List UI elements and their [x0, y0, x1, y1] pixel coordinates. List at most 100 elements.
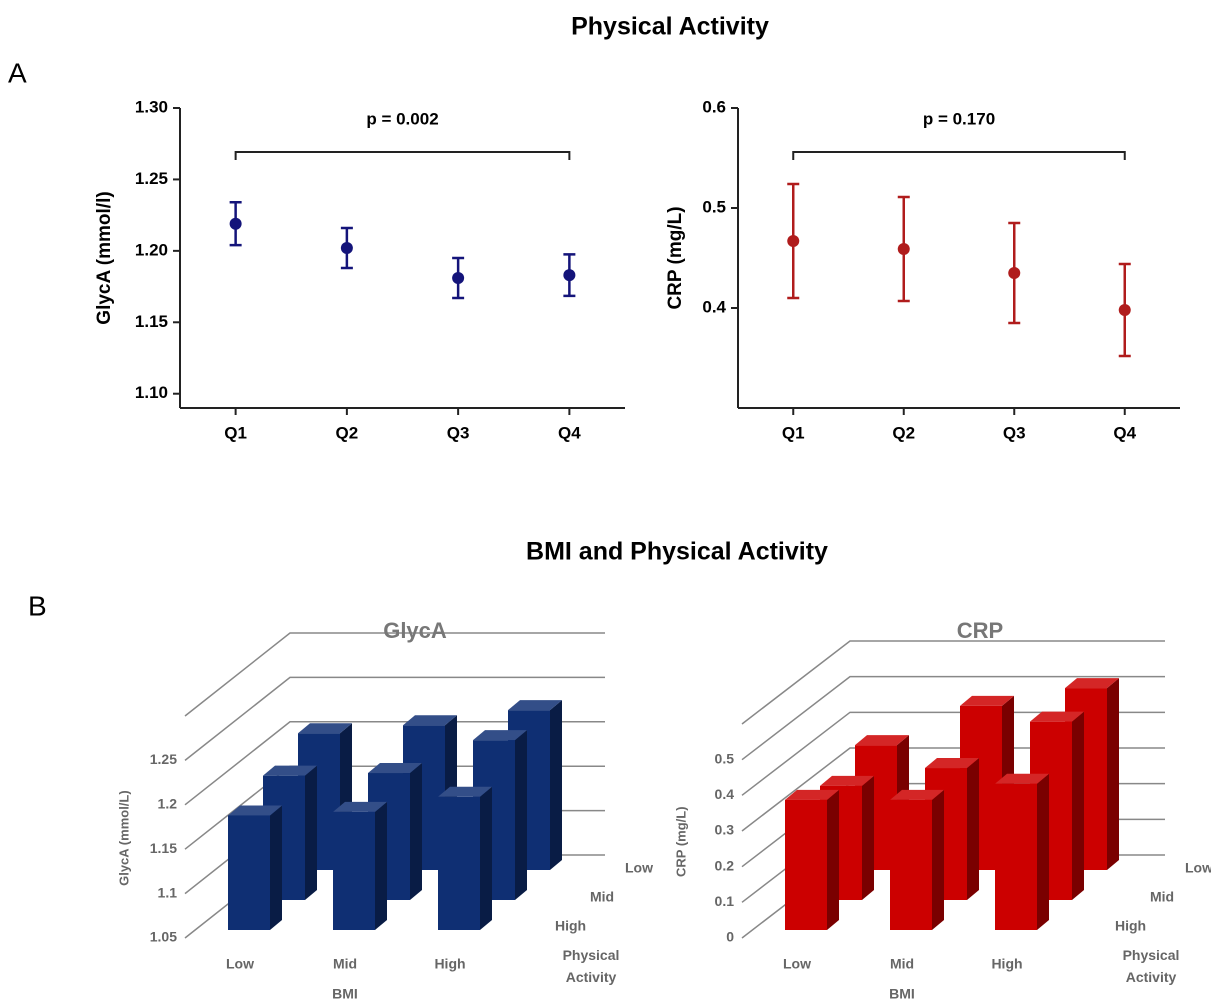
- depth-label: High: [1115, 918, 1146, 934]
- bar: [228, 815, 270, 930]
- bar-top: [925, 758, 979, 769]
- y-axis-label: CRP (mg/L): [673, 806, 688, 877]
- grid-line: [184, 676, 605, 761]
- bar-top: [333, 801, 387, 812]
- bar: [785, 799, 827, 930]
- x-tick-label: High: [434, 956, 465, 972]
- bar-top: [403, 715, 457, 726]
- significance-bracket: [234, 151, 571, 160]
- bar-top: [820, 775, 874, 786]
- bar-top: [855, 735, 909, 746]
- x-tick-label: Low: [226, 956, 254, 972]
- bar-top: [263, 765, 317, 776]
- y-axis-label: GlycA (mmol/l): [94, 191, 115, 324]
- y-tick-label: 0.6: [702, 97, 726, 116]
- bar-side: [480, 786, 492, 930]
- x-tick-label: Q4: [1113, 423, 1136, 442]
- bar-side: [375, 801, 387, 930]
- annotation: p = 0.170: [923, 109, 995, 128]
- point: [897, 243, 910, 255]
- bar-side: [827, 789, 839, 930]
- bar-side: [932, 789, 944, 930]
- point: [1008, 267, 1021, 279]
- y-tick-label: 1.10: [135, 383, 168, 402]
- bar-top: [890, 789, 944, 800]
- bar-side: [410, 763, 422, 900]
- y-tick-label: 1.25: [135, 169, 168, 188]
- grid-line: [741, 640, 1165, 725]
- y-tick-label: 1.25: [150, 751, 177, 767]
- y-tick-label: 1.15: [135, 312, 168, 331]
- x-tick-label: Q2: [336, 423, 359, 442]
- chart-title: CRP: [957, 618, 1003, 643]
- bar-top: [995, 773, 1049, 784]
- depth-axis-label-text: Physical Activity: [1122, 947, 1180, 985]
- bar-top: [1065, 678, 1119, 689]
- panel-label: B: [28, 590, 47, 621]
- bar-side: [1072, 711, 1084, 900]
- bar-top: [785, 789, 839, 800]
- y-tick-label: 1.1: [158, 884, 178, 900]
- grid-line: [184, 721, 605, 806]
- y-tick-label: 0.1: [715, 893, 735, 909]
- y-tick-label: 1.15: [150, 840, 177, 856]
- point: [787, 235, 800, 247]
- bar-side: [270, 805, 282, 930]
- bar: [333, 811, 375, 930]
- point: [563, 269, 576, 282]
- depth-label: High: [555, 918, 586, 934]
- point: [452, 272, 465, 284]
- bar-side: [967, 758, 979, 900]
- y-tick-label: 1.30: [135, 97, 168, 116]
- section-title: Physical Activity: [571, 13, 769, 41]
- x-tick-label: Low: [783, 956, 811, 972]
- bar-top: [508, 700, 562, 711]
- x-axis-label: BMI: [332, 986, 358, 1002]
- bar-top: [368, 763, 422, 774]
- bar: [438, 796, 480, 930]
- bar-side: [305, 765, 317, 900]
- point: [340, 242, 353, 254]
- bar-side: [862, 775, 874, 900]
- x-tick-label: Q3: [447, 423, 470, 442]
- annotation: p = 0.002: [366, 109, 438, 128]
- y-tick-label: 0.2: [715, 857, 735, 873]
- y-tick-label: 0.4: [715, 786, 735, 802]
- y-tick-label: 1.20: [135, 240, 168, 259]
- x-tick-label: Mid: [890, 956, 914, 972]
- bar-side: [550, 700, 562, 870]
- depth-label: Low: [625, 860, 653, 876]
- y-tick-label: 0.5: [715, 750, 735, 766]
- depth-axis-label: Physical Activity: [1122, 947, 1180, 985]
- bar-side: [1107, 678, 1119, 870]
- depth-label: Low: [1185, 860, 1211, 876]
- bar-top: [228, 805, 282, 816]
- x-tick-label: Q2: [892, 423, 915, 442]
- chart-title: GlycA: [383, 618, 447, 643]
- y-tick-label: 1.05: [150, 929, 177, 945]
- x-tick-label: Q1: [782, 423, 805, 442]
- y-tick-label: 1.2: [158, 796, 178, 812]
- x-tick-label: Q3: [1003, 423, 1026, 442]
- bar-side: [515, 730, 527, 900]
- depth-axis-label: Physical Activity: [562, 947, 620, 985]
- x-tick-label: Q1: [224, 423, 247, 442]
- bar-top: [438, 786, 492, 797]
- depth-label: Mid: [590, 889, 614, 905]
- x-tick-label: Mid: [333, 956, 357, 972]
- x-tick-label: High: [991, 956, 1022, 972]
- bar-top: [960, 695, 1014, 706]
- depth-axis-label-text: Physical Activity: [562, 947, 620, 985]
- panel-label: A: [8, 57, 27, 88]
- y-tick-label: 0: [726, 929, 734, 945]
- section-title: BMI and Physical Activity: [526, 538, 828, 566]
- bar-side: [1037, 773, 1049, 930]
- significance-bracket: [792, 151, 1126, 160]
- bar: [995, 783, 1037, 930]
- point: [229, 217, 242, 230]
- bar-top: [473, 730, 527, 741]
- y-axis-label: GlycA (mmol/L): [116, 790, 131, 886]
- x-axis-label: BMI: [889, 986, 915, 1002]
- grid-line: [184, 632, 605, 717]
